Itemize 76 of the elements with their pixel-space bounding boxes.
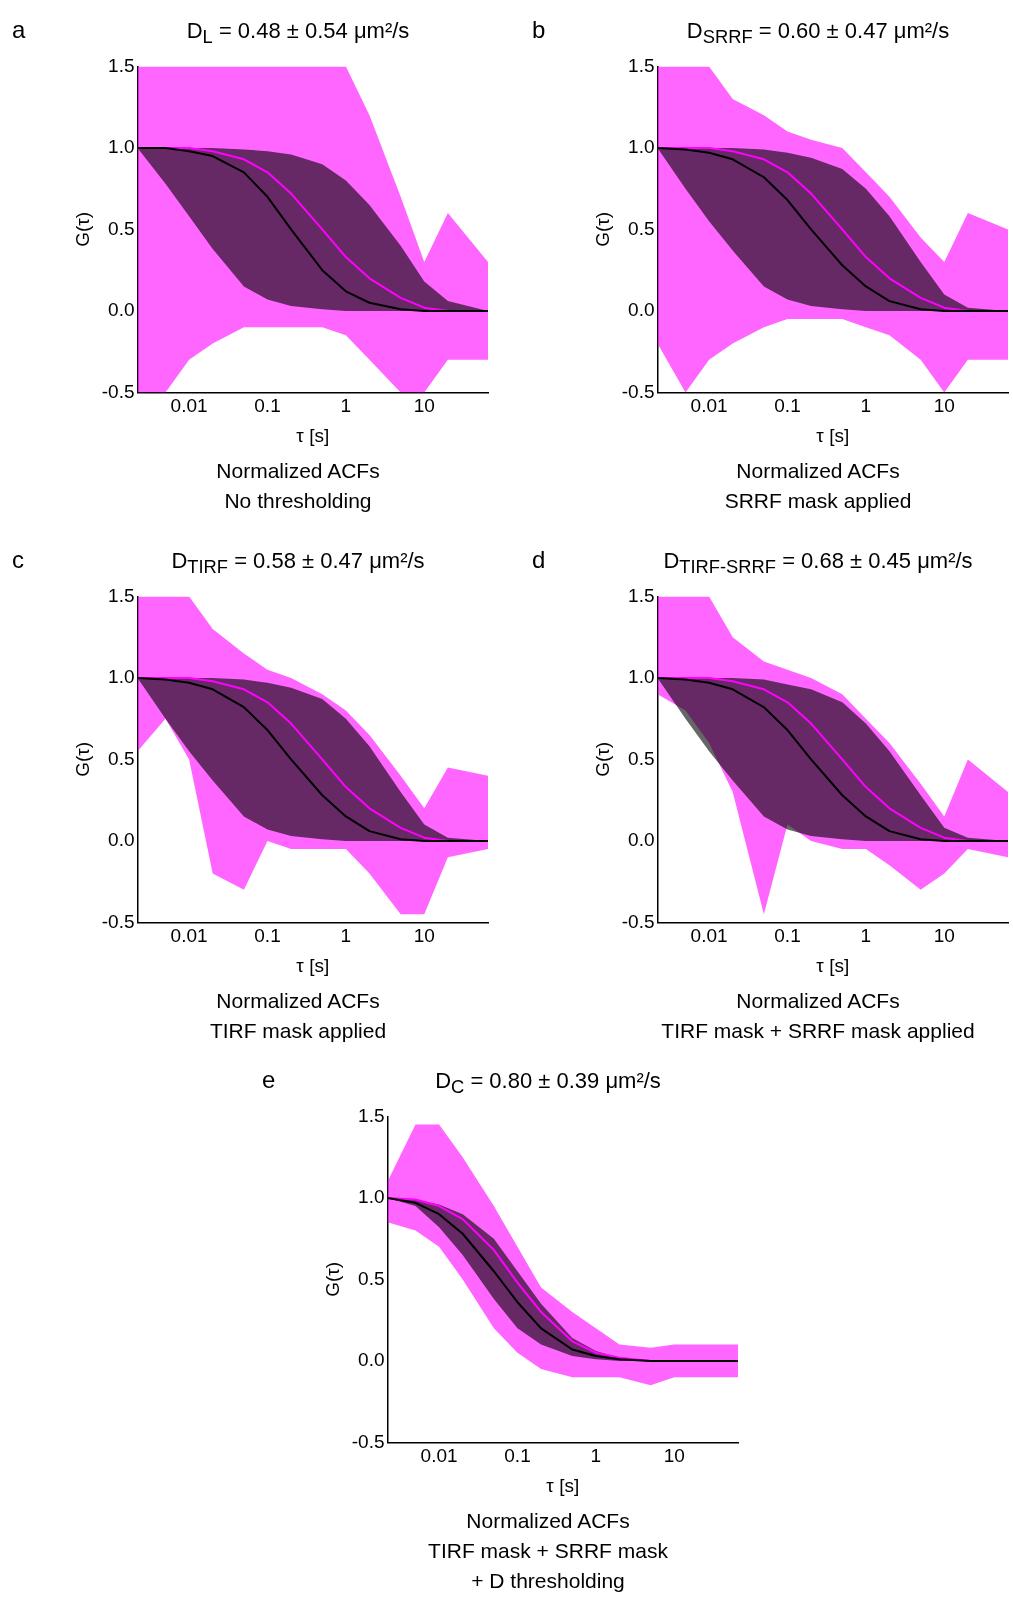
- y-tick-label: 0.5: [108, 217, 135, 239]
- x-tick-label: 1: [340, 925, 352, 947]
- y-tick-label: 1.5: [358, 1104, 385, 1126]
- x-tick-label: 1: [590, 1445, 602, 1467]
- y-tick-label: 1.5: [108, 584, 135, 606]
- x-tick-label: 0.1: [254, 395, 281, 417]
- y-axis-title: G(τ): [71, 741, 93, 777]
- chart-title: D$_{C}$ = 0.80 ± 0.39 μm²/s: [434, 1068, 662, 1099]
- x-tick-label: 10: [413, 395, 435, 417]
- y-axis-title: G(τ): [591, 211, 613, 247]
- x-tick-label: 1: [860, 925, 872, 947]
- y-axis-title: G(τ): [321, 1261, 343, 1297]
- x-tick-label: 0.01: [690, 925, 728, 947]
- text: SRRF mask applied: [723, 488, 913, 514]
- y-tick-label: 0.5: [108, 747, 135, 769]
- text: + D thresholding: [470, 1568, 626, 1594]
- y-tick-label: 1.0: [628, 136, 655, 158]
- text: TIRF mask + SRRF mask: [427, 1538, 669, 1564]
- y-tick-label: 0.5: [628, 747, 655, 769]
- chart-title: D$_{SRRF}$ = 0.60 ± 0.47 μm²/s: [685, 18, 951, 49]
- y-tick-label: 1.5: [628, 54, 655, 76]
- y-tick-label: 0.5: [358, 1267, 385, 1289]
- text: c: [12, 546, 24, 574]
- y-tick-label: -0.5: [101, 380, 135, 402]
- x-tick-label: 0.1: [504, 1445, 531, 1467]
- text: Normalized ACFs: [215, 458, 381, 484]
- chart-title: D$_{TIRF-SRRF}$ = 0.68 ± 0.45 μm²/s: [662, 548, 974, 579]
- x-axis-title: τ [s]: [816, 954, 850, 976]
- x-tick-label: 0.01: [170, 395, 208, 417]
- x-tick-label: 0.1: [774, 925, 801, 947]
- y-tick-label: 1.0: [108, 136, 135, 158]
- text: b: [532, 16, 546, 44]
- x-tick-label: 10: [933, 925, 955, 947]
- x-tick-label: 10: [413, 925, 435, 947]
- y-tick-label: 0.5: [628, 217, 655, 239]
- x-tick-label: 0.01: [420, 1445, 458, 1467]
- y-tick-label: -0.5: [101, 910, 135, 932]
- x-tick-label: 0.01: [690, 395, 728, 417]
- y-tick-label: -0.5: [621, 380, 655, 402]
- text: Normalized ACFs: [735, 458, 901, 484]
- y-tick-label: 1.5: [628, 584, 655, 606]
- x-tick-label: 0.1: [774, 395, 801, 417]
- y-tick-label: 0.0: [628, 829, 655, 851]
- y-axis-title: G(τ): [71, 211, 93, 247]
- text: a: [12, 16, 26, 44]
- y-tick-label: 1.0: [358, 1186, 385, 1208]
- text: TIRF mask + SRRF mask applied: [660, 1018, 976, 1044]
- y-tick-label: 0.0: [108, 829, 135, 851]
- y-tick-label: -0.5: [351, 1430, 385, 1452]
- y-tick-label: 0.0: [358, 1349, 385, 1371]
- y-tick-label: -0.5: [621, 910, 655, 932]
- y-tick-label: 1.0: [628, 666, 655, 688]
- text: TIRF mask applied: [208, 1018, 388, 1044]
- text: Normalized ACFs: [215, 988, 381, 1014]
- y-axis-title: G(τ): [591, 741, 613, 777]
- text: No thresholding: [223, 488, 373, 514]
- x-tick-label: 1: [340, 395, 352, 417]
- y-tick-label: 0.0: [108, 299, 135, 321]
- x-axis-title: τ [s]: [296, 954, 330, 976]
- x-tick-label: 1: [860, 395, 872, 417]
- text: e: [262, 1066, 276, 1094]
- x-tick-label: 10: [933, 395, 955, 417]
- x-tick-label: 0.1: [254, 925, 281, 947]
- chart-title: D$_{L}$ = 0.48 ± 0.54 μm²/s: [185, 18, 411, 49]
- x-axis-title: τ [s]: [816, 424, 850, 446]
- x-axis-title: τ [s]: [296, 424, 330, 446]
- x-tick-label: 10: [663, 1445, 685, 1467]
- y-tick-label: 1.5: [108, 54, 135, 76]
- text: d: [532, 546, 546, 574]
- y-tick-label: 0.0: [628, 299, 655, 321]
- x-axis-title: τ [s]: [546, 1474, 580, 1496]
- text: Normalized ACFs: [465, 1508, 631, 1534]
- x-tick-label: 0.01: [170, 925, 208, 947]
- text: Normalized ACFs: [735, 988, 901, 1014]
- y-tick-label: 1.0: [108, 666, 135, 688]
- chart-title: D$_{TIRF}$ = 0.58 ± 0.47 μm²/s: [170, 548, 426, 579]
